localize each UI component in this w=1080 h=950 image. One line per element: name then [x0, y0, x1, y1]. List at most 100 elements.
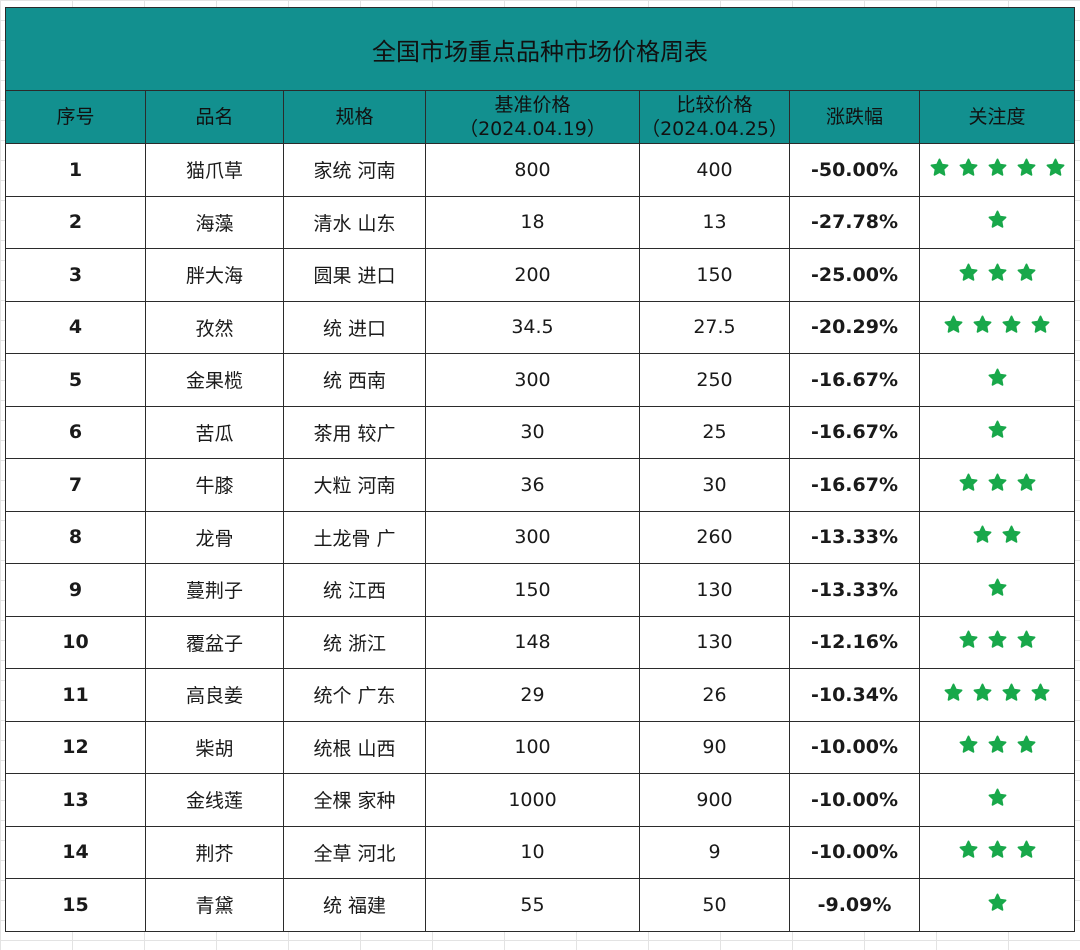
cell-change[interactable]: -13.33%: [789, 563, 920, 617]
cell-compare-price[interactable]: 400: [639, 143, 790, 197]
cell-compare-price[interactable]: 130: [639, 615, 790, 669]
cell-compare-price[interactable]: 30: [639, 458, 790, 512]
cell-base-price[interactable]: 300: [425, 353, 640, 407]
cell-name[interactable]: 牛膝: [145, 458, 284, 512]
cell-compare-price[interactable]: 50: [639, 878, 790, 932]
cell-name[interactable]: 金线莲: [145, 773, 284, 827]
cell-index[interactable]: 3: [5, 248, 146, 302]
cell-name[interactable]: 青黛: [145, 878, 284, 932]
cell-spec[interactable]: 统 江西: [283, 563, 426, 617]
cell-name[interactable]: 柴胡: [145, 720, 284, 774]
cell-index[interactable]: 7: [5, 458, 146, 512]
cell-spec[interactable]: 统 西南: [283, 353, 426, 407]
cell-attention[interactable]: [918, 353, 1076, 407]
cell-name[interactable]: 海藻: [145, 195, 284, 249]
cell-base-price[interactable]: 150: [425, 563, 640, 617]
cell-index[interactable]: 12: [5, 720, 146, 774]
cell-index[interactable]: 15: [5, 878, 146, 932]
cell-attention[interactable]: [918, 458, 1076, 512]
cell-attention[interactable]: [918, 720, 1076, 774]
header-index[interactable]: 序号: [5, 90, 146, 144]
cell-change[interactable]: -16.67%: [789, 353, 920, 407]
cell-spec[interactable]: 清水 山东: [283, 195, 426, 249]
cell-spec[interactable]: 统个 广东: [283, 668, 426, 722]
cell-spec[interactable]: 土龙骨 广: [283, 510, 426, 564]
cell-compare-price[interactable]: 130: [639, 563, 790, 617]
cell-index[interactable]: 5: [5, 353, 146, 407]
cell-spec[interactable]: 大粒 河南: [283, 458, 426, 512]
cell-base-price[interactable]: 34.5: [425, 300, 640, 354]
cell-attention[interactable]: [918, 510, 1076, 564]
cell-attention[interactable]: [918, 195, 1076, 249]
cell-attention[interactable]: [918, 405, 1076, 459]
cell-attention[interactable]: [918, 248, 1076, 302]
cell-compare-price[interactable]: 27.5: [639, 300, 790, 354]
header-spec[interactable]: 规格: [283, 90, 426, 144]
cell-attention[interactable]: [918, 878, 1076, 932]
header-compare-price[interactable]: 比较价格 （2024.04.25）: [639, 90, 790, 144]
cell-change[interactable]: -10.00%: [789, 825, 920, 879]
cell-base-price[interactable]: 10: [425, 825, 640, 879]
cell-name[interactable]: 金果榄: [145, 353, 284, 407]
cell-spec[interactable]: 圆果 进口: [283, 248, 426, 302]
header-change[interactable]: 涨跌幅: [789, 90, 920, 144]
cell-name[interactable]: 蔓荆子: [145, 563, 284, 617]
cell-index[interactable]: 14: [5, 825, 146, 879]
cell-base-price[interactable]: 30: [425, 405, 640, 459]
cell-base-price[interactable]: 800: [425, 143, 640, 197]
cell-index[interactable]: 9: [5, 563, 146, 617]
cell-attention[interactable]: [918, 563, 1076, 617]
cell-change[interactable]: -10.34%: [789, 668, 920, 722]
cell-change[interactable]: -25.00%: [789, 248, 920, 302]
cell-index[interactable]: 8: [5, 510, 146, 564]
cell-name[interactable]: 龙骨: [145, 510, 284, 564]
cell-index[interactable]: 1: [5, 143, 146, 197]
cell-change[interactable]: -20.29%: [789, 300, 920, 354]
cell-base-price[interactable]: 29: [425, 668, 640, 722]
cell-attention[interactable]: [918, 300, 1076, 354]
cell-base-price[interactable]: 55: [425, 878, 640, 932]
cell-name[interactable]: 孜然: [145, 300, 284, 354]
cell-name[interactable]: 苦瓜: [145, 405, 284, 459]
cell-change[interactable]: -13.33%: [789, 510, 920, 564]
cell-name[interactable]: 高良姜: [145, 668, 284, 722]
cell-spec[interactable]: 全草 河北: [283, 825, 426, 879]
cell-change[interactable]: -9.09%: [789, 878, 920, 932]
cell-base-price[interactable]: 100: [425, 720, 640, 774]
cell-compare-price[interactable]: 26: [639, 668, 790, 722]
cell-spec[interactable]: 统根 山西: [283, 720, 426, 774]
cell-index[interactable]: 13: [5, 773, 146, 827]
cell-attention[interactable]: [918, 143, 1076, 197]
cell-spec[interactable]: 统 进口: [283, 300, 426, 354]
cell-attention[interactable]: [918, 825, 1076, 879]
cell-name[interactable]: 荆芥: [145, 825, 284, 879]
cell-base-price[interactable]: 18: [425, 195, 640, 249]
table-title[interactable]: 全国市场重点品种市场价格周表: [4, 7, 1076, 91]
cell-name[interactable]: 覆盆子: [145, 615, 284, 669]
cell-change[interactable]: -10.00%: [789, 773, 920, 827]
cell-index[interactable]: 11: [5, 668, 146, 722]
cell-change[interactable]: -10.00%: [789, 720, 920, 774]
cell-base-price[interactable]: 36: [425, 458, 640, 512]
cell-attention[interactable]: [918, 773, 1076, 827]
cell-compare-price[interactable]: 13: [639, 195, 790, 249]
cell-name[interactable]: 猫爪草: [145, 143, 284, 197]
header-attention[interactable]: 关注度: [918, 90, 1076, 144]
cell-index[interactable]: 10: [5, 615, 146, 669]
cell-compare-price[interactable]: 9: [639, 825, 790, 879]
cell-change[interactable]: -16.67%: [789, 458, 920, 512]
cell-index[interactable]: 6: [5, 405, 146, 459]
cell-base-price[interactable]: 300: [425, 510, 640, 564]
cell-spec[interactable]: 家统 河南: [283, 143, 426, 197]
cell-compare-price[interactable]: 25: [639, 405, 790, 459]
cell-change[interactable]: -16.67%: [789, 405, 920, 459]
cell-compare-price[interactable]: 250: [639, 353, 790, 407]
cell-spec[interactable]: 全棵 家种: [283, 773, 426, 827]
cell-change[interactable]: -50.00%: [789, 143, 920, 197]
cell-spec[interactable]: 统 福建: [283, 878, 426, 932]
cell-change[interactable]: -27.78%: [789, 195, 920, 249]
cell-index[interactable]: 4: [5, 300, 146, 354]
cell-attention[interactable]: [918, 668, 1076, 722]
cell-index[interactable]: 2: [5, 195, 146, 249]
cell-compare-price[interactable]: 260: [639, 510, 790, 564]
